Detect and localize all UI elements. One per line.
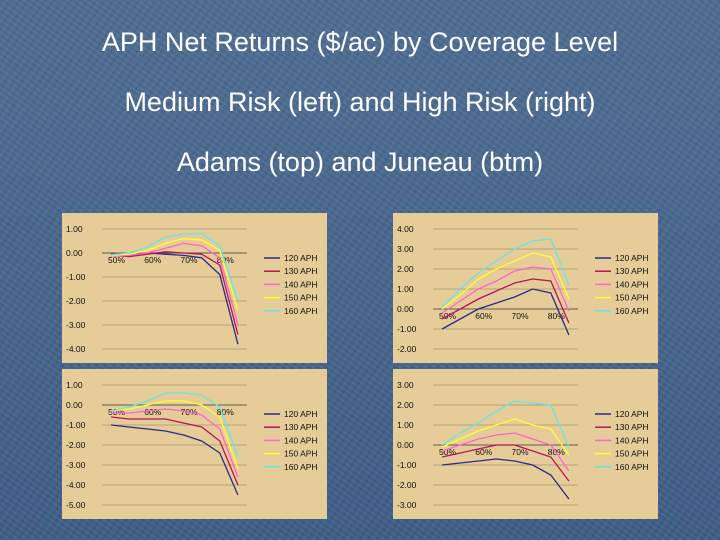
series-line-130-aph — [111, 251, 239, 335]
chart-svg: 3.00 2.00 1.00 0.00 -1.00 -2.00 -3.00 50% 60% 70%… — [397, 380, 649, 510]
legend-label: 140 APH — [615, 435, 649, 445]
chart-juneau-medium-risk: 1.00 0.00 -1.00 -2.00 -3.00 -4.00 -5.00 50% 60% 7… — [62, 369, 327, 519]
y-tick-label: -4.00 — [66, 344, 86, 354]
x-tick-label: 60% — [144, 255, 161, 265]
x-tick-label: 80% — [217, 255, 234, 265]
legend-label: 150 APH — [615, 449, 649, 459]
chart-juneau-high-risk: 3.00 2.00 1.00 0.00 -1.00 -2.00 -3.00 50% 60% 70%… — [393, 369, 658, 519]
legend-label: 150 APH — [284, 293, 318, 303]
legend-label: 130 APH — [284, 422, 318, 432]
series-line-120-aph — [111, 424, 239, 496]
legend-label: 140 APH — [284, 435, 318, 445]
y-tick-label: -3.00 — [397, 500, 417, 510]
chart-svg: 1.00 0.00 -1.00 -2.00 -3.00 -4.00 50% 60% 70% 80%… — [66, 224, 318, 354]
series-line-140-aph — [441, 432, 570, 472]
chart-adams-high-risk: 4.00 3.00 2.00 1.00 0.00 -1.00 -2.00 50% 60% 70% 8… — [393, 213, 658, 363]
series-line-160-aph — [441, 400, 570, 448]
legend-label: 120 APH — [615, 253, 649, 263]
y-tick-label: -2.00 — [397, 480, 417, 490]
x-tick-label: 50% — [108, 255, 125, 265]
legend-label: 150 APH — [284, 449, 318, 459]
y-tick-label: 2.00 — [397, 400, 414, 410]
legend-label: 160 APH — [615, 462, 649, 472]
series-line-130-aph — [111, 416, 239, 486]
legend-label: 120 APH — [284, 409, 318, 419]
legend-label: 130 APH — [284, 266, 318, 276]
legend-label: 150 APH — [615, 293, 649, 303]
series-line-160-aph — [441, 238, 570, 308]
y-tick-label: -2.00 — [397, 344, 417, 354]
x-tick-label: 80% — [548, 311, 565, 321]
y-tick-label: 0.00 — [66, 248, 83, 258]
y-tick-label: 3.00 — [397, 380, 414, 390]
legend-label: 160 APH — [615, 306, 649, 316]
x-tick-label: 70% — [512, 311, 529, 321]
series-line-140-aph — [111, 242, 239, 326]
legend-label: 130 APH — [615, 266, 649, 276]
y-tick-label: 3.00 — [397, 244, 414, 254]
series-line-120-aph — [441, 288, 570, 336]
y-tick-label: -2.00 — [66, 440, 86, 450]
y-tick-label: 1.00 — [397, 284, 414, 294]
y-tick-label: -1.00 — [397, 460, 417, 470]
slide-title-line-3: Adams (top) and Juneau (btm) — [176, 147, 544, 177]
legend-label: 140 APH — [284, 279, 318, 289]
slide-title-line-2: Medium Risk (left) and High Risk (right) — [124, 87, 596, 117]
y-tick-label: 0.00 — [397, 304, 414, 314]
y-tick-label: 1.00 — [66, 224, 83, 234]
legend-label: 140 APH — [615, 279, 649, 289]
series-line-120-aph — [111, 252, 239, 345]
x-tick-label: 50% — [108, 407, 125, 417]
y-tick-label: 0.00 — [66, 400, 83, 410]
legend-label: 160 APH — [284, 462, 318, 472]
chart-adams-medium-risk: 1.00 0.00 -1.00 -2.00 -3.00 -4.00 50% 60% 70% 80%… — [62, 213, 327, 363]
series-line-150-aph — [111, 400, 239, 470]
y-tick-label: -2.00 — [66, 296, 86, 306]
y-tick-label: -1.00 — [397, 324, 417, 334]
x-tick-label: 60% — [144, 407, 161, 417]
y-tick-label: -5.00 — [66, 500, 86, 510]
y-tick-label: 2.00 — [397, 264, 414, 274]
x-tick-label: 70% — [512, 447, 529, 457]
series-line-140-aph — [441, 266, 570, 314]
x-tick-label: 80% — [217, 407, 234, 417]
x-tick-label: 60% — [475, 311, 492, 321]
y-tick-label: -4.00 — [66, 480, 86, 490]
series-line-150-aph — [441, 418, 570, 456]
y-tick-label: 1.00 — [397, 420, 414, 430]
y-tick-label: 0.00 — [397, 440, 414, 450]
x-tick-label: 70% — [181, 255, 198, 265]
series-line-140-aph — [111, 408, 239, 478]
y-tick-label: -3.00 — [66, 320, 86, 330]
series-line-130-aph — [441, 278, 570, 324]
x-tick-label: 60% — [475, 447, 492, 457]
series-line-120-aph — [442, 458, 570, 500]
y-tick-label: -1.00 — [66, 420, 86, 430]
y-tick-label: 1.00 — [66, 380, 83, 390]
series-line-150-aph — [111, 237, 239, 311]
slide-title-line-1: APH Net Returns ($/ac) by Coverage Level — [101, 27, 619, 57]
x-tick-label: 50% — [439, 447, 456, 457]
y-tick-label: -3.00 — [66, 460, 86, 470]
legend-label: 120 APH — [284, 253, 318, 263]
series-line-160-aph — [111, 233, 239, 302]
series-line-160-aph — [110, 392, 239, 458]
legend-label: 130 APH — [615, 422, 649, 432]
series-line-130-aph — [441, 444, 570, 482]
x-tick-label: 80% — [548, 447, 565, 457]
y-tick-label: -1.00 — [66, 272, 86, 282]
y-tick-label: 4.00 — [397, 224, 414, 234]
series-line-150-aph — [441, 252, 570, 310]
legend-label: 160 APH — [284, 306, 318, 316]
legend-label: 120 APH — [615, 409, 649, 419]
